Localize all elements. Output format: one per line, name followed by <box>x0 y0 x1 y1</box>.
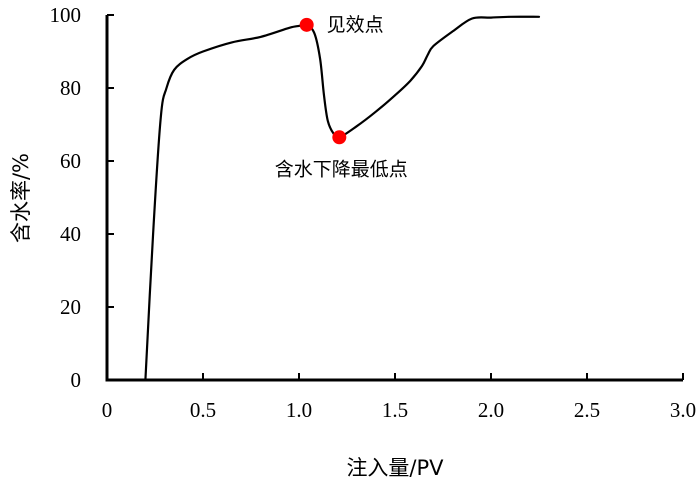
y-tick-label: 40 <box>60 222 81 246</box>
x-tick-label: 3.0 <box>670 398 696 422</box>
x-axis-ticks: 0 0.5 1.0 1.5 2.0 2.5 3.0 <box>102 373 696 422</box>
effect-point-label: 见效点 <box>327 14 384 36</box>
x-tick-label: 1.0 <box>286 398 312 422</box>
y-tick-label: 0 <box>71 368 82 392</box>
y-tick-label: 60 <box>60 149 81 173</box>
lowest-point-marker <box>332 130 347 145</box>
axes <box>105 15 683 382</box>
y-axis-ticks: 0 20 40 60 80 100 <box>50 3 114 392</box>
x-tick-label: 1.5 <box>382 398 408 422</box>
lowest-point-label: 含水下降最低点 <box>275 158 408 180</box>
x-tick-label: 2.5 <box>574 398 600 422</box>
y-axis-title: 含水率/% <box>9 153 33 243</box>
x-tick-label: 2.0 <box>478 398 504 422</box>
x-tick-label: 0 <box>102 398 113 422</box>
water-cut-curve <box>144 15 541 382</box>
x-tick-label: 0.5 <box>190 398 216 422</box>
y-tick-label: 100 <box>50 3 82 27</box>
y-tick-label: 20 <box>60 295 81 319</box>
x-axis-title: 注入量/PV <box>346 456 444 480</box>
effect-point-marker <box>299 17 314 32</box>
y-tick-label: 80 <box>60 76 81 100</box>
